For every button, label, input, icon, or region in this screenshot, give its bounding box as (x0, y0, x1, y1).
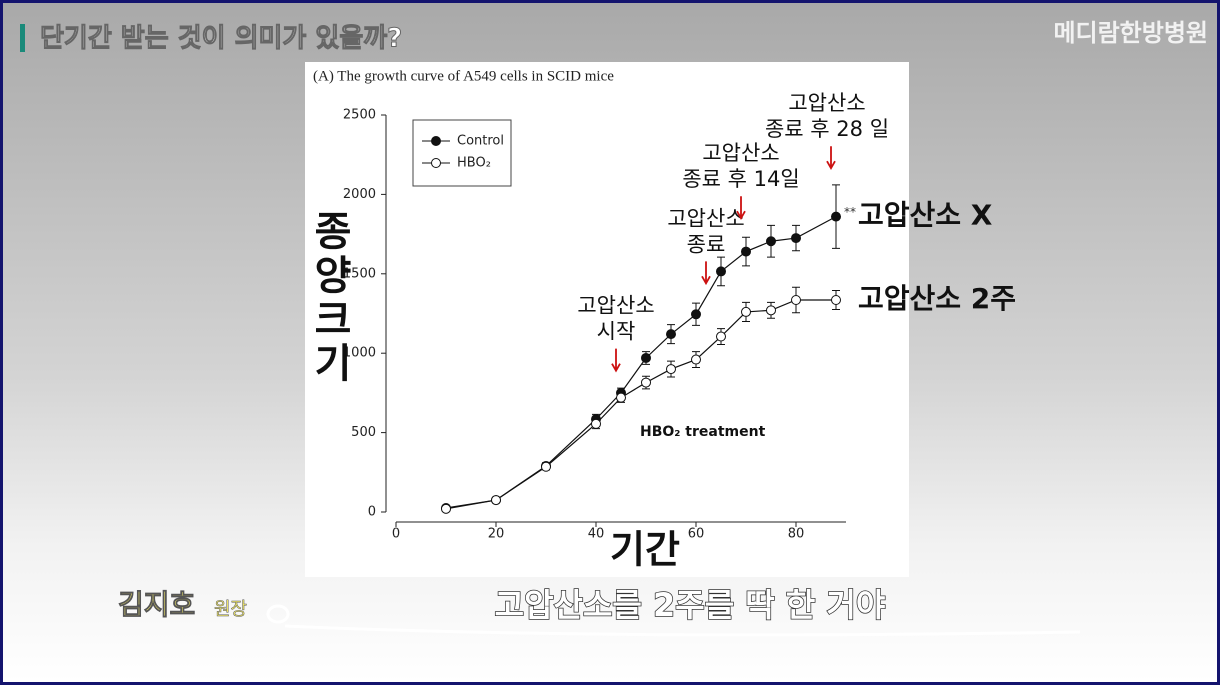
annotation-arrow (701, 261, 711, 286)
annotation-text: 고압산소 (577, 294, 654, 318)
legend-marker (431, 136, 441, 146)
logo: 메디람한방병원 (1053, 19, 1208, 47)
chart-image (305, 62, 909, 577)
data-point (691, 354, 701, 365)
data-point (831, 295, 841, 306)
data-point (791, 233, 801, 244)
significance: ** (844, 205, 856, 219)
x-tick-label: 20 (488, 527, 505, 542)
title-bar (20, 24, 25, 52)
annotation-text: 고압산소 (667, 206, 744, 230)
chart-title: (A) The growth curve of A549 cells in SC… (313, 68, 614, 84)
annotation-text: 고압산소 (702, 141, 779, 165)
data-point (666, 329, 676, 340)
data-point (441, 503, 451, 514)
x-axis-label: 기간 (610, 528, 680, 572)
data-point (766, 236, 776, 247)
legend-label: HBO₂ (457, 156, 491, 171)
annotation-text: 종료 (687, 232, 726, 256)
legend-label: Control (457, 134, 504, 149)
y-axis-label: 종양크기 (306, 210, 352, 386)
data-point (666, 364, 676, 375)
x-tick-label: 40 (588, 527, 605, 542)
y-tick-label: 0 (368, 505, 376, 520)
y-tick-label: 1000 (343, 346, 376, 361)
annotation-arrow (736, 196, 746, 221)
annotation-text: 고압산소 (788, 91, 865, 115)
series-label: 고압산소 X (858, 199, 993, 232)
legend-marker (431, 158, 441, 168)
role: 원장 (214, 599, 247, 620)
header-title: 단기간 받는 것이 의미가 있을까? (40, 24, 402, 54)
data-point (641, 377, 651, 388)
data-point (766, 305, 776, 316)
data-point (541, 461, 551, 472)
x-tick-label: 0 (392, 527, 400, 542)
data-point (591, 418, 601, 429)
y-tick-label: 2000 (343, 187, 376, 202)
data-point (831, 211, 841, 222)
y-tick-label: 500 (351, 425, 376, 440)
x-tick-label: 60 (688, 527, 705, 542)
annotation-arrow (611, 348, 621, 373)
data-point (691, 309, 701, 320)
data-point (641, 352, 651, 363)
annotation-text: 시작 (597, 320, 636, 344)
data-point (716, 266, 726, 277)
y-tick-label: 1500 (343, 266, 376, 281)
annotation-text: 종료 후 28 일 (765, 117, 889, 141)
x-tick-label: 80 (788, 527, 805, 542)
data-point (791, 295, 801, 306)
chart: (A) The growth curve of A549 cells in SC… (306, 68, 1016, 571)
data-point (741, 306, 751, 317)
annotation-arrow (826, 146, 836, 171)
subtitle: 고압산소를 2주를 딱 한 거야 (495, 586, 886, 624)
underline (266, 604, 1081, 637)
region-label: HBO₂ treatment (640, 424, 766, 440)
annotation-text: 종료 후 14일 (682, 167, 799, 191)
series-label: 고압산소 2주 (858, 282, 1016, 315)
data-point (616, 392, 626, 403)
data-point (741, 246, 751, 257)
speaker: 김지호 (118, 588, 195, 621)
data-point (716, 331, 726, 342)
data-point (491, 495, 501, 506)
y-tick-label: 2500 (343, 108, 376, 123)
legend-box (412, 119, 512, 187)
